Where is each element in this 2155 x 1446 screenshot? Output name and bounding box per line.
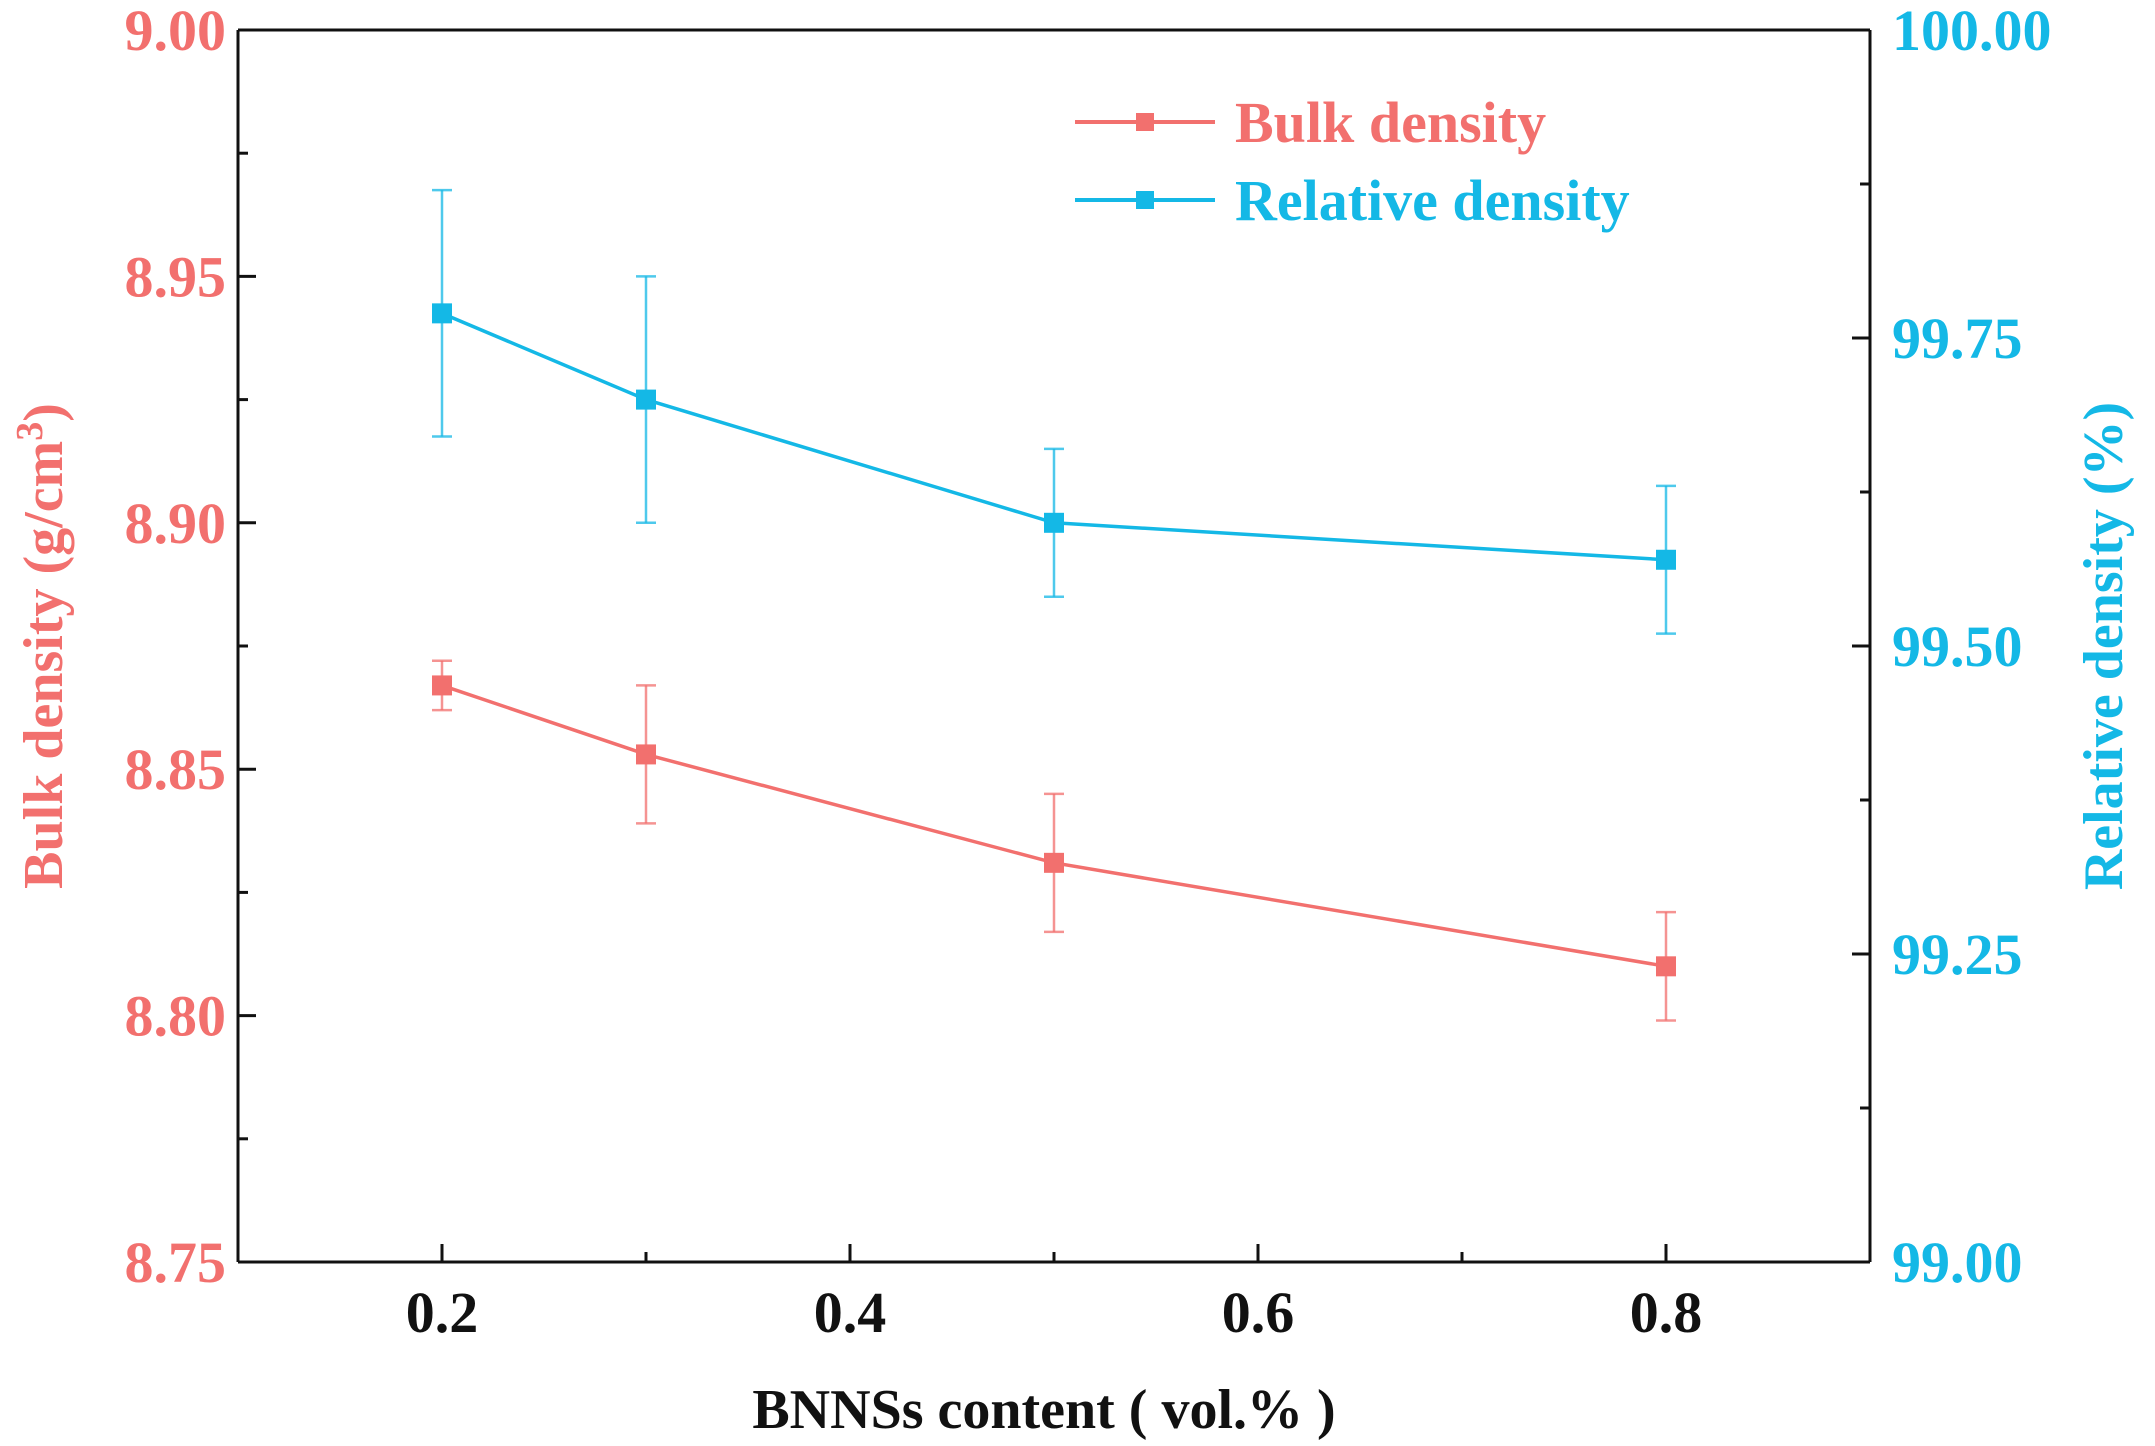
data-point-bulk-density [636,744,656,765]
y-left-tick-label: 8.95 [125,244,227,309]
y-left-tick-label: 8.80 [125,984,227,1049]
data-point-bulk-density [1044,852,1064,873]
data-point-relative-density [636,389,656,410]
data-point-bulk-density [1656,956,1676,977]
y-left-tick-label: 9.00 [125,0,227,63]
x-tick-label: 0.2 [406,1280,479,1345]
data-point-relative-density [1656,549,1676,570]
y-left-tick-label: 8.75 [125,1230,227,1295]
y-left-tick-label: 8.90 [125,491,227,556]
series-group [432,188,1676,1022]
x-tick-label: 0.6 [1222,1280,1295,1345]
y-right-tick-label: 99.25 [1892,922,2023,987]
legend-marker-bulk-density [1136,113,1154,131]
x-axis-title: BNNSs content ( vol.% ) [752,1379,1335,1441]
series-line-relative-density [441,311,1667,562]
series-line-bulk-density [441,683,1667,969]
axis-titles: BNNSs content ( vol.% ) Bulk density (g/… [9,402,2135,1441]
y-axis-left-title: Bulk density (g/cm3) [9,403,75,889]
data-point-relative-density [432,303,452,324]
y-axis-left-title-main: Bulk density (g/cm [13,441,75,889]
y-right-tick-label: 100.00 [1892,0,2052,63]
y-left-tick-label: 8.85 [125,737,227,802]
legend: Bulk density Relative density [1075,90,1630,233]
y-right-tick-label: 99.50 [1892,614,2023,679]
y-axis-left-title-close: ) [13,403,75,422]
y-axis-left-title-superscript: 3 [9,422,51,441]
data-point-relative-density [1044,512,1064,533]
y-axis-right-title: Relative density (%) [2073,402,2135,890]
data-point-bulk-density [432,675,452,696]
axes-group: 0.2 0.4 0.6 0.8 8.75 8.80 8.85 8.90 8.95 9.00 99.0… [125,0,2052,1345]
legend-marker-relative-density [1136,191,1154,209]
legend-label-bulk-density: Bulk density [1235,90,1546,155]
legend-label-relative-density: Relative density [1235,168,1630,233]
x-tick-label: 0.8 [1630,1280,1703,1345]
y-right-tick-label: 99.00 [1892,1230,2023,1295]
x-tick-label: 0.4 [814,1280,887,1345]
y-right-tick-label: 99.75 [1892,306,2023,371]
